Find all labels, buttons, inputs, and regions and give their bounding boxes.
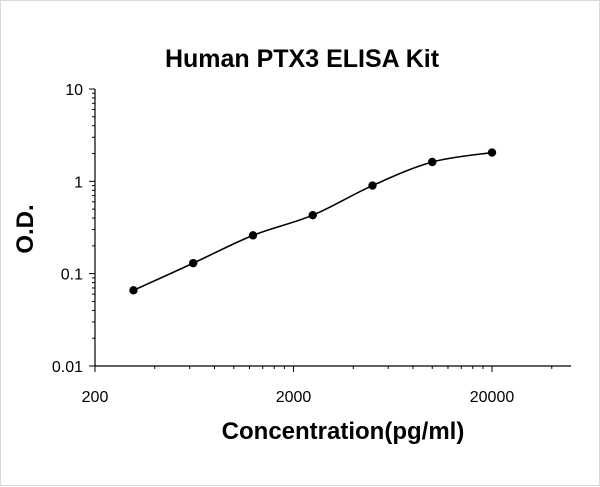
y-tick-label: 10	[65, 82, 83, 99]
y-tick-label: 1	[74, 174, 83, 191]
y-axis-title: O.D.	[12, 204, 39, 253]
x-tick-label: 20000	[470, 389, 515, 406]
data-point	[428, 157, 437, 167]
x-tick-label: 200	[82, 389, 109, 406]
data-points	[129, 148, 497, 295]
data-point	[189, 258, 198, 268]
data-point	[248, 231, 258, 240]
fit-curve-layer	[133, 151, 493, 292]
y-tick-label: 0.01	[52, 359, 83, 376]
data-point	[308, 210, 317, 220]
fit-curve	[133, 151, 493, 292]
tick-labels: 0.01 0.1 1 10 200 2000 20000	[52, 82, 514, 406]
data-point	[487, 148, 497, 157]
y-tick-label: 0.1	[61, 267, 83, 284]
data-point	[368, 181, 377, 190]
data-point	[129, 286, 138, 295]
x-tick-label: 2000	[276, 389, 312, 406]
axes	[89, 88, 571, 372]
chart-title: Human PTX3 ELISA Kit	[165, 45, 440, 73]
x-axis-title: Concentration(pg/ml)	[222, 418, 465, 445]
